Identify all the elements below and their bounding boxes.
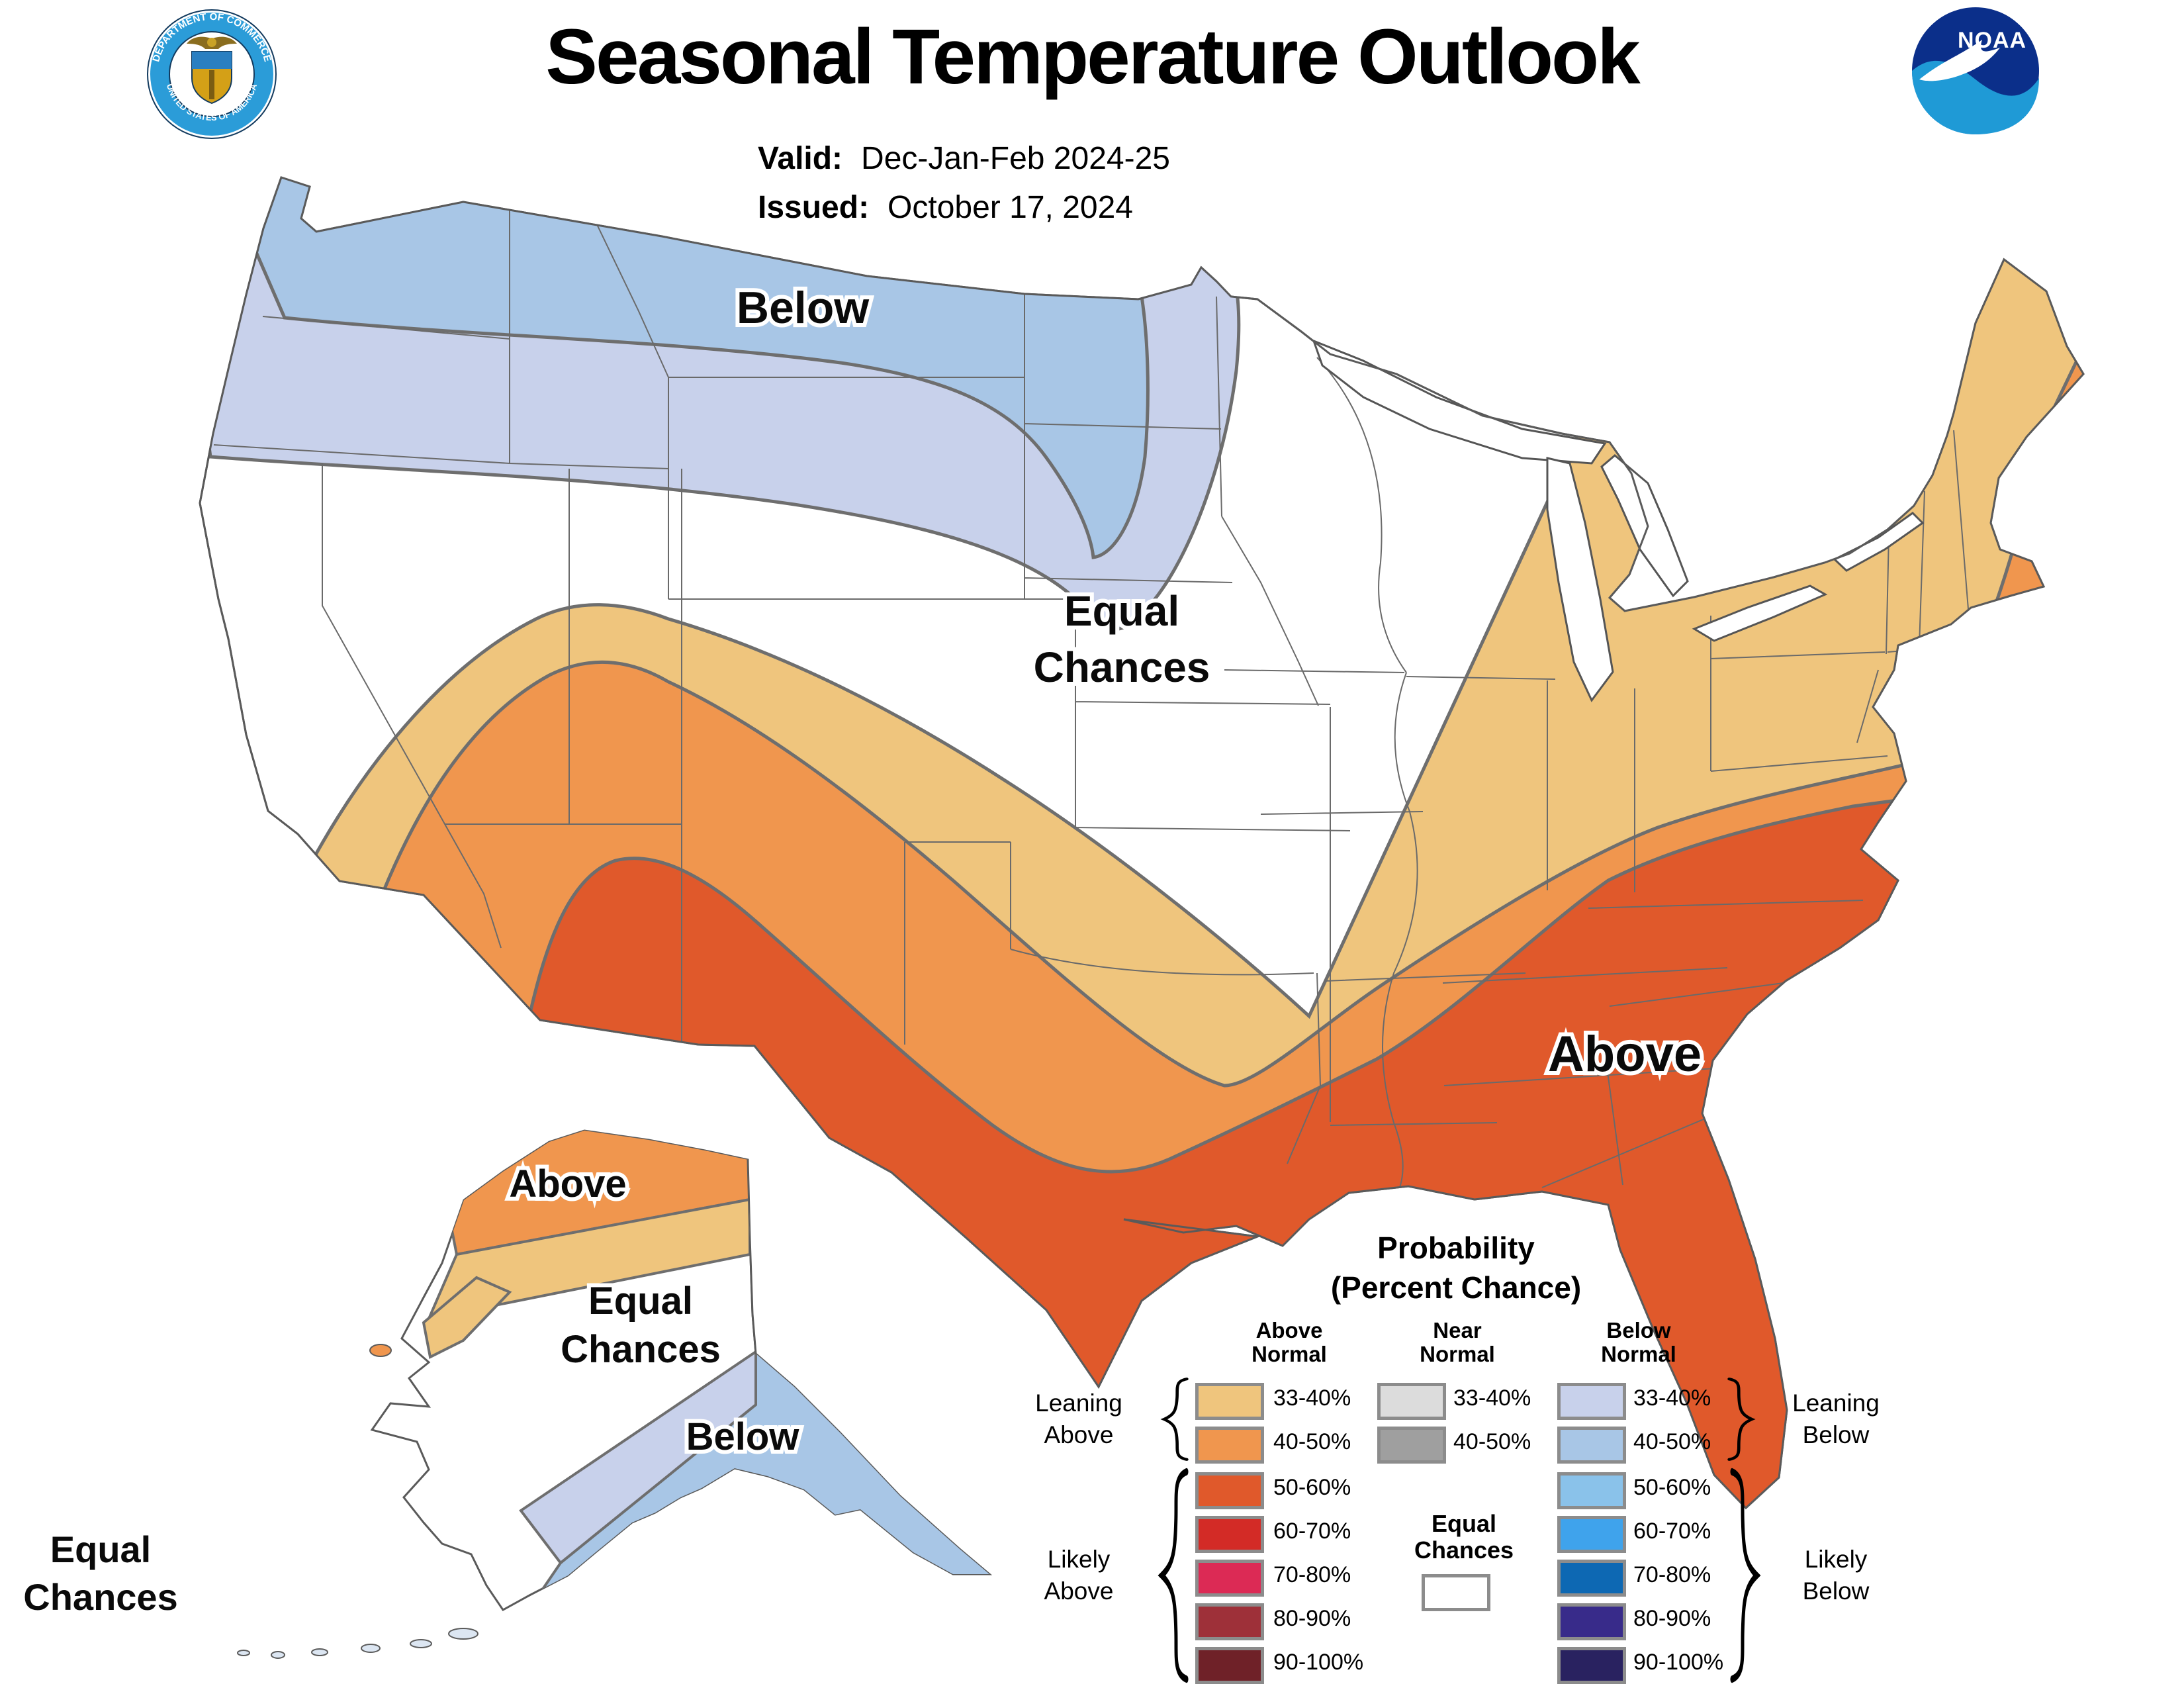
issued-label: Issued: xyxy=(758,190,870,225)
state-borders xyxy=(213,205,1996,1194)
seal-eagle-icon xyxy=(187,36,237,49)
noaa-logo: NOAA xyxy=(1912,7,2039,134)
label-pacific-equal-1: Equal xyxy=(50,1528,151,1570)
lake-ontario xyxy=(1833,512,1925,572)
swatch-below-50-60 xyxy=(1557,1472,1626,1509)
range-below-50-60: 50-60% xyxy=(1633,1475,1711,1500)
brace-likely-below xyxy=(1730,1468,1761,1683)
swatch-near-40-50 xyxy=(1377,1427,1446,1464)
page-title: Seasonal Temperature Outlook xyxy=(545,13,1641,101)
issued-line: Issued: October 17, 2024 xyxy=(758,189,1133,226)
label-conus-equal-1: Equal xyxy=(1064,587,1179,635)
range-above-80-90: 80-90% xyxy=(1273,1606,1351,1631)
legend-subtitle: (Percent Chance) xyxy=(1330,1270,1582,1305)
valid-value: Dec-Jan-Feb 2024-25 xyxy=(861,141,1170,176)
swatch-near-33-40 xyxy=(1377,1383,1446,1420)
range-near-40-50: 40-50% xyxy=(1453,1429,1531,1454)
range-below-60-70: 60-70% xyxy=(1633,1519,1711,1544)
range-below-40-50: 40-50% xyxy=(1633,1429,1711,1454)
range-above-70-80: 70-80% xyxy=(1273,1562,1351,1587)
region-alaska-seward-above-33-40 xyxy=(422,1276,512,1359)
issued-value: October 17, 2024 xyxy=(887,190,1133,225)
brace-likely-above xyxy=(1158,1468,1189,1683)
valid-line: Valid: Dec-Jan-Feb 2024-25 xyxy=(758,140,1170,177)
swatch-below-70-80 xyxy=(1557,1560,1626,1597)
label-alaska-equal-1: Equal xyxy=(588,1280,693,1323)
brace-leaning-below xyxy=(1727,1378,1756,1461)
group-likely-above: Likely Above xyxy=(1044,1546,1114,1605)
noaa-logo-text: NOAA xyxy=(1958,28,2026,53)
brace-leaning-above xyxy=(1160,1378,1189,1461)
col-above-normal: Above Normal xyxy=(1251,1318,1327,1366)
group-likely-below: Likely Below xyxy=(1802,1546,1870,1605)
swatch-above-60-70 xyxy=(1195,1516,1264,1553)
swatch-above-40-50 xyxy=(1195,1427,1264,1464)
group-leaning-below: Leaning Below xyxy=(1792,1389,1880,1448)
label-pacific-equal-2: Chances xyxy=(23,1576,177,1618)
range-below-33-40: 33-40% xyxy=(1633,1385,1711,1411)
swatch-above-33-40 xyxy=(1195,1383,1264,1420)
range-below-70-80: 70-80% xyxy=(1633,1562,1711,1587)
lake-erie xyxy=(1692,585,1828,642)
legend-title: Probability xyxy=(1377,1231,1535,1265)
seal-shield-icon xyxy=(191,51,232,105)
swatch-below-40-50 xyxy=(1557,1427,1626,1464)
swatch-above-70-80 xyxy=(1195,1560,1264,1597)
lake-huron xyxy=(1600,454,1689,598)
swatch-above-50-60 xyxy=(1195,1472,1264,1509)
label-conus-above: Above xyxy=(1548,1026,1702,1082)
region-alaska-below-33-40 xyxy=(519,1349,757,1565)
range-above-33-40: 33-40% xyxy=(1273,1385,1351,1411)
swatch-below-90-100 xyxy=(1557,1647,1626,1684)
range-above-60-70: 60-70% xyxy=(1273,1519,1351,1544)
label-alaska-below: Below xyxy=(686,1415,800,1458)
swatch-below-33-40 xyxy=(1557,1383,1626,1420)
range-above-40-50: 40-50% xyxy=(1273,1429,1351,1454)
aleutian-islands xyxy=(237,1628,478,1659)
legend-equal-chances: Equal Chances xyxy=(1414,1510,1514,1564)
group-leaning-above: Leaning Above xyxy=(1035,1389,1122,1448)
range-above-50-60: 50-60% xyxy=(1273,1475,1351,1500)
label-alaska-above: Above xyxy=(509,1162,626,1205)
lake-superior xyxy=(1312,339,1607,465)
label-conus-equal-2: Chances xyxy=(1034,643,1210,691)
swatch-equal-chances xyxy=(1422,1574,1490,1611)
conus-coastline xyxy=(199,176,2085,1510)
commerce-seal: DEPARTMENT OF COMMERCE UNITED STATES OF … xyxy=(147,9,277,139)
swatch-below-60-70 xyxy=(1557,1516,1626,1553)
range-below-90-100: 90-100% xyxy=(1633,1650,1724,1675)
swatch-above-80-90 xyxy=(1195,1603,1264,1640)
lake-michigan xyxy=(1546,457,1614,702)
range-near-33-40: 33-40% xyxy=(1453,1385,1531,1411)
col-near-normal: Near Normal xyxy=(1420,1318,1495,1366)
col-below-normal: Below Normal xyxy=(1601,1318,1676,1366)
alaska-canada-border xyxy=(747,1159,757,1354)
valid-label: Valid: xyxy=(758,141,843,176)
swatch-below-80-90 xyxy=(1557,1603,1626,1640)
great-lakes xyxy=(1312,339,1925,702)
alaska-map xyxy=(237,1129,993,1659)
st-lawrence-island xyxy=(369,1344,392,1357)
label-conus-below: Below xyxy=(737,283,870,333)
range-below-80-90: 80-90% xyxy=(1633,1606,1711,1631)
noaa-bird-icon xyxy=(1919,40,2000,81)
range-above-90-100: 90-100% xyxy=(1273,1650,1364,1675)
label-alaska-equal-2: Chances xyxy=(561,1328,721,1371)
swatch-above-90-100 xyxy=(1195,1647,1264,1684)
